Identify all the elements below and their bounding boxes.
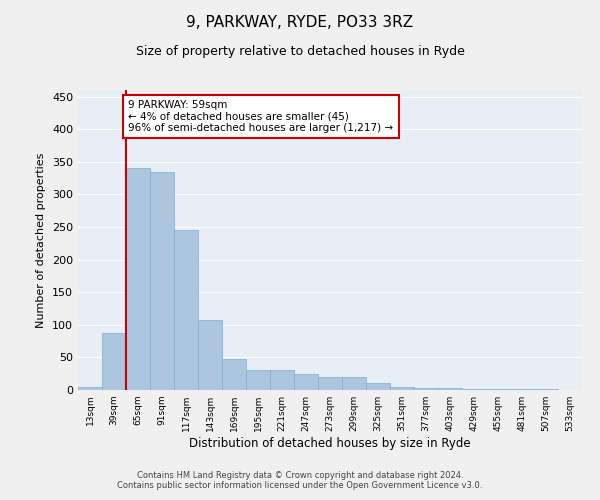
Bar bbox=[414, 388, 438, 390]
Bar bbox=[222, 358, 246, 390]
Bar bbox=[294, 374, 318, 390]
Bar bbox=[270, 370, 294, 390]
Text: Size of property relative to detached houses in Ryde: Size of property relative to detached ho… bbox=[136, 45, 464, 58]
Bar bbox=[174, 230, 198, 390]
Bar bbox=[366, 384, 390, 390]
Text: Contains HM Land Registry data © Crown copyright and database right 2024.
Contai: Contains HM Land Registry data © Crown c… bbox=[118, 470, 482, 490]
Bar bbox=[150, 172, 174, 390]
Bar bbox=[318, 377, 342, 390]
Bar bbox=[438, 388, 462, 390]
X-axis label: Distribution of detached houses by size in Ryde: Distribution of detached houses by size … bbox=[189, 437, 471, 450]
Bar bbox=[198, 320, 222, 390]
Bar bbox=[78, 386, 102, 390]
Bar bbox=[462, 388, 486, 390]
Text: 9 PARKWAY: 59sqm
← 4% of detached houses are smaller (45)
96% of semi-detached h: 9 PARKWAY: 59sqm ← 4% of detached houses… bbox=[128, 100, 394, 133]
Bar bbox=[126, 168, 150, 390]
Bar bbox=[102, 332, 126, 390]
Y-axis label: Number of detached properties: Number of detached properties bbox=[37, 152, 46, 328]
Bar bbox=[246, 370, 270, 390]
Bar bbox=[342, 377, 366, 390]
Text: 9, PARKWAY, RYDE, PO33 3RZ: 9, PARKWAY, RYDE, PO33 3RZ bbox=[187, 15, 413, 30]
Bar bbox=[390, 386, 414, 390]
